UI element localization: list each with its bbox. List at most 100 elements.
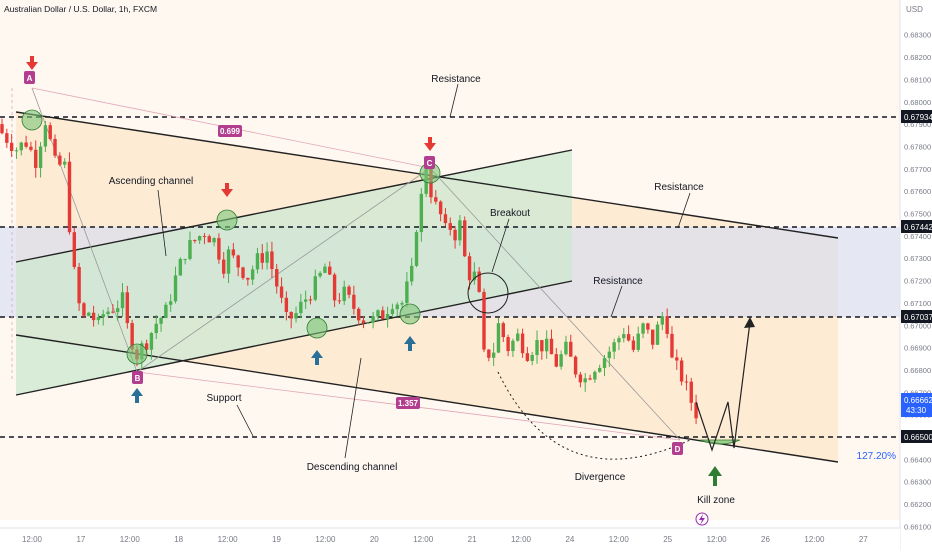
candle-body[interactable] xyxy=(438,201,443,215)
candle-body[interactable] xyxy=(82,303,86,316)
candle-body[interactable] xyxy=(467,256,472,281)
candle-body[interactable] xyxy=(516,333,520,341)
candle-body[interactable] xyxy=(77,266,81,304)
candle-body[interactable] xyxy=(318,272,322,277)
candle-body[interactable] xyxy=(308,299,313,301)
candle-body[interactable] xyxy=(636,333,640,350)
candle-body[interactable] xyxy=(660,316,665,325)
candle-body[interactable] xyxy=(554,354,558,367)
candle-body[interactable] xyxy=(38,146,43,168)
candle-body[interactable] xyxy=(622,334,626,339)
candle-body[interactable] xyxy=(670,333,674,358)
candle-body[interactable] xyxy=(544,338,549,352)
candle-body[interactable] xyxy=(130,323,134,350)
candle-body[interactable] xyxy=(352,294,356,309)
candle-body[interactable] xyxy=(337,300,342,302)
candle-body[interactable] xyxy=(212,238,216,243)
candle-body[interactable] xyxy=(463,220,467,257)
candle-body[interactable] xyxy=(530,354,534,361)
candle-body[interactable] xyxy=(559,354,563,367)
candle-body[interactable] xyxy=(193,239,197,241)
candle-body[interactable] xyxy=(385,314,390,320)
candle-body[interactable] xyxy=(197,236,202,241)
candle-body[interactable] xyxy=(183,258,187,260)
candle-body[interactable] xyxy=(43,125,48,147)
candle-body[interactable] xyxy=(496,323,501,353)
candle-body[interactable] xyxy=(231,249,236,256)
candle-body[interactable] xyxy=(655,324,660,345)
candle-body[interactable] xyxy=(5,133,9,143)
candle-body[interactable] xyxy=(443,214,448,224)
candle-body[interactable] xyxy=(226,249,231,274)
candle-body[interactable] xyxy=(29,146,33,150)
abcd-pattern-line[interactable] xyxy=(31,87,681,441)
candle-body[interactable] xyxy=(217,238,221,260)
candle-body[interactable] xyxy=(101,314,105,318)
candle-body[interactable] xyxy=(684,381,689,383)
candle-body[interactable] xyxy=(651,329,655,345)
candle-body[interactable] xyxy=(578,374,583,383)
candle-body[interactable] xyxy=(207,236,211,243)
candle-body[interactable] xyxy=(332,274,337,301)
candle-body[interactable] xyxy=(265,251,269,263)
candle-body[interactable] xyxy=(284,297,289,313)
candle-body[interactable] xyxy=(434,197,438,202)
ascending-channel-upper[interactable] xyxy=(15,149,573,263)
lightning-icon[interactable] xyxy=(695,512,709,526)
candle-body[interactable] xyxy=(540,340,544,352)
candle-body[interactable] xyxy=(303,299,308,302)
candle-body[interactable] xyxy=(597,367,602,372)
candle-body[interactable] xyxy=(270,251,274,270)
candle-body[interactable] xyxy=(525,353,530,361)
candle-body[interactable] xyxy=(236,255,240,268)
candle-body[interactable] xyxy=(115,308,120,313)
candle-body[interactable] xyxy=(202,236,207,238)
candle-body[interactable] xyxy=(159,317,163,324)
candle-body[interactable] xyxy=(472,271,477,281)
candle-body[interactable] xyxy=(0,124,4,134)
candle-body[interactable] xyxy=(67,161,72,233)
candle-body[interactable] xyxy=(520,333,525,354)
candle-body[interactable] xyxy=(24,142,28,147)
candle-body[interactable] xyxy=(477,271,481,292)
candle-body[interactable] xyxy=(549,338,554,355)
candle-body[interactable] xyxy=(96,317,101,321)
candle-body[interactable] xyxy=(62,161,67,165)
candle-body[interactable] xyxy=(173,275,178,302)
candle-body[interactable] xyxy=(689,381,693,403)
candle-body[interactable] xyxy=(501,323,505,338)
candle-body[interactable] xyxy=(506,337,510,352)
candle-body[interactable] xyxy=(91,312,96,321)
candle-body[interactable] xyxy=(573,356,578,375)
candle-body[interactable] xyxy=(347,286,351,295)
candle-body[interactable] xyxy=(564,341,568,355)
candle-body[interactable] xyxy=(111,311,115,313)
candle-body[interactable] xyxy=(665,316,669,334)
candle-body[interactable] xyxy=(458,220,462,241)
candle-body[interactable] xyxy=(617,338,621,343)
candle-body[interactable] xyxy=(376,310,380,317)
candle-body[interactable] xyxy=(169,301,173,305)
candle-body[interactable] xyxy=(453,229,457,241)
candle-body[interactable] xyxy=(19,142,23,151)
candle-body[interactable] xyxy=(448,223,452,230)
candle-body[interactable] xyxy=(593,371,597,380)
candle-body[interactable] xyxy=(371,316,375,323)
candle-body[interactable] xyxy=(313,276,317,300)
candle-body[interactable] xyxy=(366,322,371,324)
candle-body[interactable] xyxy=(34,149,38,168)
candle-body[interactable] xyxy=(511,340,515,352)
candle-body[interactable] xyxy=(279,286,284,298)
candle-body[interactable] xyxy=(14,150,19,152)
candle-body[interactable] xyxy=(250,269,255,280)
candle-body[interactable] xyxy=(410,265,414,282)
candle-body[interactable] xyxy=(299,301,303,314)
candle-body[interactable] xyxy=(149,333,154,350)
candle-body[interactable] xyxy=(164,304,168,318)
candle-body[interactable] xyxy=(607,351,612,359)
candle-body[interactable] xyxy=(631,340,636,350)
candle-body[interactable] xyxy=(414,232,419,266)
candle-body[interactable] xyxy=(144,343,149,350)
projection-path[interactable] xyxy=(695,321,751,452)
